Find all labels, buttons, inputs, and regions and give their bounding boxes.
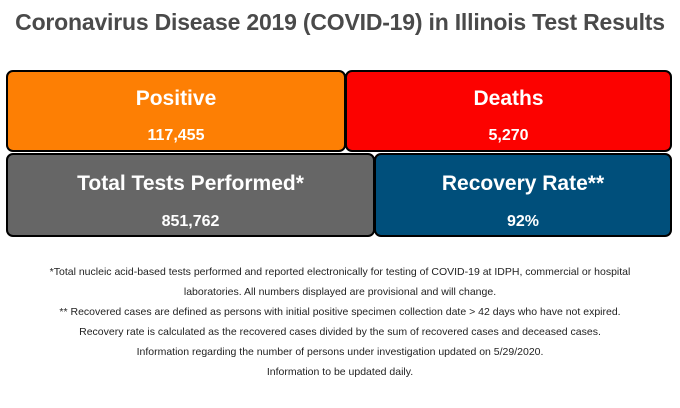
recovery-rate-tile: Recovery Rate** 92%	[374, 153, 672, 237]
deaths-label: Deaths	[473, 87, 544, 110]
footnote-line: laboratories. All numbers displayed are …	[183, 286, 497, 298]
total-tests-tile: Total Tests Performed* 851,762	[6, 153, 375, 237]
footnote-line: Information regarding the number of pers…	[136, 346, 544, 358]
deaths-value: 5,270	[488, 127, 529, 144]
total-tests-label: Total Tests Performed*	[77, 172, 304, 195]
total-tests-value: 851,762	[161, 213, 220, 230]
footnotes: *Total nucleic acid-based tests performe…	[0, 262, 680, 382]
footnote-line: Information to be updated daily.	[266, 366, 414, 378]
positive-tile: Positive 117,455	[6, 70, 346, 152]
footnote-line: ** Recovered cases are defined as person…	[59, 306, 621, 318]
recovery-rate-label: Recovery Rate**	[441, 172, 605, 195]
footnote-line: *Total nucleic acid-based tests performe…	[49, 266, 631, 278]
deaths-tile: Deaths 5,270	[345, 70, 672, 152]
footnote-line: Recovery rate is calculated as the recov…	[79, 326, 601, 338]
recovery-rate-value: 92%	[506, 213, 540, 230]
page-title: Coronavirus Disease 2019 (COVID-19) in I…	[15, 9, 665, 35]
positive-label: Positive	[135, 87, 217, 110]
positive-value: 117,455	[147, 127, 205, 144]
